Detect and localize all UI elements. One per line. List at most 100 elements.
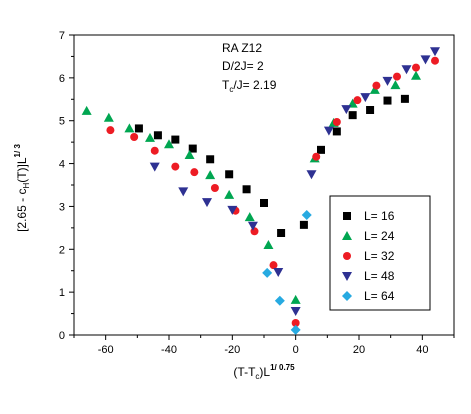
data-point-series-3 (149, 162, 160, 172)
y-axis-label-mid: (T)]L (15, 157, 29, 183)
data-point-series-3 (306, 170, 317, 180)
data-point-series-0 (260, 199, 268, 207)
x-tick-label: 40 (416, 344, 428, 356)
data-point-series-0 (206, 155, 215, 164)
data-point-series-0 (317, 145, 325, 154)
data-point-series-1 (205, 170, 216, 180)
data-point-series-2 (190, 168, 199, 177)
data-point-series-0 (277, 229, 286, 237)
y-axis-label-sub: H (22, 183, 31, 189)
data-point-series-0 (171, 135, 180, 144)
x-tick-label: -20 (224, 344, 240, 356)
data-point-series-3 (401, 65, 412, 75)
data-point-series-3 (360, 93, 371, 103)
x-axis-label: (T-Tc)L1/ 0.75 (233, 363, 295, 381)
y-tick-label: 6 (59, 73, 65, 85)
data-point-series-0 (332, 127, 341, 136)
data-point-series-2 (130, 133, 139, 141)
x-tick-label: -40 (161, 344, 177, 356)
data-point-series-3 (227, 205, 238, 215)
data-point-series-4 (274, 295, 285, 306)
data-point-series-3 (420, 55, 431, 65)
data-point-series-0 (225, 170, 234, 179)
legend: L= 16 L= 24 L= 32 L= 48 L= 64 (329, 195, 431, 311)
data-point-series-1 (369, 84, 380, 94)
data-point-series-3 (323, 126, 334, 136)
annotation-model: RA Z12 (222, 41, 262, 55)
data-point-series-3 (430, 47, 440, 57)
data-point-series-2 (332, 118, 341, 126)
y-tick-label: 3 (59, 201, 65, 213)
data-point-series-2 (291, 319, 300, 327)
data-point-series-2 (171, 162, 180, 171)
x-axis-label-sup: 1/ 0.75 (270, 363, 295, 372)
data-point-series-1 (390, 80, 401, 90)
data-point-series-2 (106, 126, 115, 135)
data-point-series-2 (269, 261, 278, 270)
legend-marker-0 (343, 212, 351, 220)
x-axis-label-sub: c (255, 372, 259, 381)
legend-marker-2 (343, 252, 351, 260)
y-tick-label: 2 (59, 244, 65, 256)
data-point-series-0 (400, 94, 409, 103)
data-point-series-0 (188, 144, 197, 153)
y-axis-label-sup: 1/ 3 (13, 144, 22, 158)
data-point-series-0 (153, 131, 162, 140)
data-point-series-2 (372, 81, 381, 90)
legend-label-2: L= 32 (364, 249, 395, 263)
y-axis-label: [2.65 - cH(T)]L1/ 3 (13, 144, 31, 232)
data-point-series-0 (383, 96, 392, 105)
legend-marker-3 (342, 272, 352, 281)
data-point-series-0 (242, 185, 251, 194)
x-tick-label: 0 (293, 344, 299, 356)
y-axis-label-base: [2.65 - c (15, 189, 29, 232)
data-point-series-1 (145, 132, 155, 142)
data-point-series-3 (382, 76, 393, 86)
data-point-series-1 (411, 70, 421, 80)
annotation-ratio: D/2J= 2 (222, 59, 264, 73)
data-point-series-0 (299, 220, 308, 229)
y-tick-label: 4 (59, 159, 65, 171)
data-point-series-0 (348, 111, 357, 120)
data-point-series-1 (184, 150, 195, 159)
data-point-series-1 (263, 240, 274, 249)
x-axis-label-mid: )L (259, 365, 270, 379)
data-point-series-3 (341, 105, 352, 115)
annotation-tc-sub: c (229, 85, 233, 94)
y-tick-label: 5 (59, 116, 65, 128)
data-point-series-3 (202, 198, 212, 208)
legend-label-1: L= 24 (364, 229, 395, 243)
data-points (81, 47, 440, 335)
x-tick-label: -60 (98, 344, 114, 356)
y-tick-label: 0 (59, 330, 65, 342)
y-tick-label: 1 (59, 287, 65, 299)
data-point-series-4 (290, 324, 301, 335)
annotation-tc-value: /J= 2.19 (233, 78, 276, 92)
data-point-series-4 (262, 267, 273, 278)
legend-label-4: L= 64 (364, 289, 395, 303)
data-point-series-1 (290, 294, 301, 304)
data-point-series-3 (247, 221, 258, 231)
data-point-series-1 (244, 212, 255, 222)
axis-ticks: -60 -40 -20 0 20 40 0 1 2 3 4 5 6 7 (59, 30, 455, 356)
legend-marker-1 (342, 231, 352, 240)
y-tick-label: 7 (59, 30, 65, 42)
legend-label-0: L= 16 (364, 209, 395, 223)
annotation-tc-base: T (222, 78, 230, 92)
data-point-series-2 (353, 96, 362, 105)
data-point-series-3 (178, 187, 189, 197)
data-point-series-2 (150, 146, 159, 155)
data-point-series-3 (273, 268, 284, 277)
data-point-series-0 (366, 106, 375, 114)
data-point-series-1 (164, 139, 174, 149)
data-point-series-1 (81, 105, 92, 115)
data-point-series-1 (224, 189, 235, 199)
legend-label-3: L= 48 (364, 269, 395, 283)
data-point-series-1 (124, 123, 135, 133)
data-point-series-0 (134, 124, 143, 133)
legend-marker-4 (342, 291, 352, 301)
data-point-series-1 (103, 112, 114, 122)
data-point-series-2 (393, 72, 401, 81)
data-point-series-2 (431, 56, 439, 65)
